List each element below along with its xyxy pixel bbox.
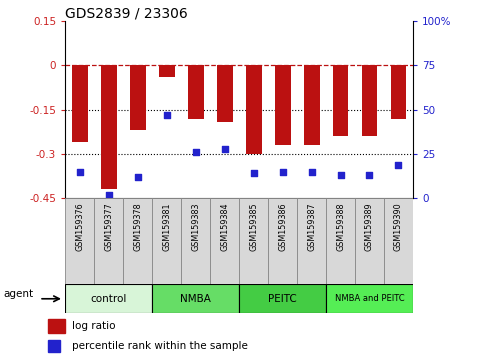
Bar [48, 319, 65, 333]
Bar [275, 65, 291, 145]
Bar [152, 198, 181, 285]
Bar [188, 65, 204, 119]
Point [221, 146, 228, 152]
Bar [216, 65, 233, 121]
Text: GSM159385: GSM159385 [249, 202, 258, 251]
Text: GSM159388: GSM159388 [336, 202, 345, 251]
Bar [246, 65, 262, 154]
Point [308, 169, 315, 175]
Bar [71, 65, 88, 142]
Text: log ratio: log ratio [72, 321, 116, 331]
Text: GSM159387: GSM159387 [307, 202, 316, 251]
Bar [304, 65, 320, 145]
Point [105, 192, 113, 198]
Point [250, 171, 257, 176]
Bar [129, 65, 146, 130]
Text: GSM159390: GSM159390 [394, 202, 403, 251]
Bar [384, 198, 413, 285]
Text: GSM159381: GSM159381 [162, 202, 171, 251]
Bar [101, 65, 117, 189]
Text: PEITC: PEITC [268, 294, 297, 304]
Bar [239, 198, 268, 285]
Bar [48, 341, 60, 352]
Point [134, 174, 142, 180]
Text: GSM159383: GSM159383 [191, 202, 200, 251]
Bar [326, 284, 413, 313]
Bar [65, 198, 94, 285]
Bar [123, 198, 152, 285]
Point [395, 162, 402, 167]
Text: GSM159389: GSM159389 [365, 202, 374, 251]
Text: GDS2839 / 23306: GDS2839 / 23306 [65, 6, 188, 20]
Text: agent: agent [3, 290, 33, 299]
Bar [158, 65, 175, 77]
Bar [297, 198, 326, 285]
Bar [210, 198, 239, 285]
Bar [361, 65, 378, 136]
Point [163, 112, 170, 118]
Bar [181, 198, 210, 285]
Text: GSM159384: GSM159384 [220, 202, 229, 251]
Bar [152, 284, 239, 313]
Bar [355, 198, 384, 285]
Point [366, 172, 373, 178]
Bar [326, 198, 355, 285]
Bar [94, 198, 123, 285]
Text: GSM159386: GSM159386 [278, 202, 287, 251]
Point [279, 169, 286, 175]
Text: percentile rank within the sample: percentile rank within the sample [72, 341, 248, 351]
Bar [239, 284, 326, 313]
Text: NMBA and PEITC: NMBA and PEITC [335, 294, 404, 303]
Text: GSM159377: GSM159377 [104, 202, 113, 251]
Bar [391, 65, 407, 119]
Bar [333, 65, 349, 136]
Text: NMBA: NMBA [180, 294, 211, 304]
Point [337, 172, 344, 178]
Bar [65, 284, 152, 313]
Bar [268, 198, 297, 285]
Text: GSM159378: GSM159378 [133, 202, 142, 251]
Point [76, 169, 84, 175]
Text: control: control [90, 294, 127, 304]
Point [192, 149, 199, 155]
Text: GSM159376: GSM159376 [75, 202, 84, 251]
